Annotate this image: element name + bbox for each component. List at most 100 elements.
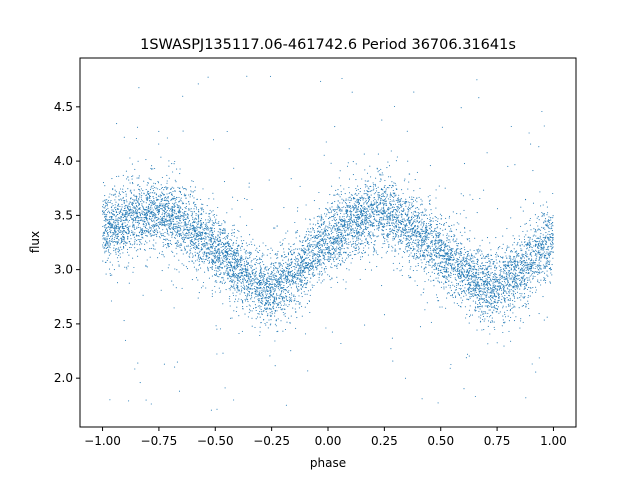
data-point	[524, 302, 526, 305]
data-point	[280, 281, 282, 283]
data-point	[341, 230, 343, 232]
data-point	[389, 231, 391, 233]
data-point	[318, 248, 320, 250]
data-point	[312, 245, 314, 248]
data-point	[363, 206, 365, 208]
data-point	[542, 264, 544, 266]
data-point	[237, 199, 239, 201]
data-point	[258, 281, 261, 283]
data-point	[404, 212, 406, 214]
data-point	[537, 279, 539, 281]
data-point	[466, 253, 469, 256]
data-point	[547, 263, 549, 265]
data-point	[369, 203, 371, 206]
data-point	[194, 244, 196, 246]
data-point	[345, 199, 347, 201]
data-point	[148, 177, 150, 179]
data-point	[164, 205, 166, 208]
data-point	[256, 278, 258, 280]
data-point	[454, 277, 456, 279]
data-point	[136, 177, 138, 179]
data-point	[420, 214, 423, 216]
data-point	[372, 200, 375, 202]
data-point	[494, 276, 496, 278]
data-point	[174, 237, 176, 239]
data-point	[258, 313, 260, 315]
data-point	[360, 256, 362, 258]
data-point	[185, 228, 187, 230]
data-point	[282, 311, 284, 314]
data-point	[185, 210, 187, 213]
data-point	[535, 257, 537, 259]
data-point	[542, 234, 544, 236]
data-point	[419, 254, 422, 256]
data-point	[524, 263, 526, 265]
data-point	[545, 257, 547, 259]
data-point	[368, 219, 370, 221]
data-point	[138, 220, 140, 222]
data-point	[341, 207, 343, 209]
data-point	[363, 211, 366, 213]
data-point	[517, 275, 519, 277]
data-point	[459, 254, 461, 256]
data-point	[500, 268, 502, 271]
data-point	[506, 247, 508, 249]
data-point	[276, 310, 278, 312]
data-point	[451, 295, 453, 297]
data-point	[180, 200, 182, 202]
data-point	[267, 327, 269, 329]
data-point	[106, 240, 108, 242]
data-point	[377, 254, 379, 256]
data-point	[240, 266, 242, 268]
data-point	[531, 249, 533, 251]
data-point	[137, 201, 139, 204]
data-point	[174, 236, 176, 238]
data-point	[492, 285, 494, 287]
data-point	[523, 236, 525, 238]
data-point	[254, 268, 256, 270]
data-point	[329, 207, 331, 209]
data-point	[163, 215, 166, 217]
data-point	[110, 212, 113, 214]
data-point	[528, 277, 530, 279]
data-point	[431, 266, 433, 268]
data-point	[205, 287, 207, 289]
data-point	[282, 330, 284, 332]
data-point	[132, 225, 134, 228]
data-point	[143, 232, 145, 234]
data-point	[454, 235, 456, 237]
data-point	[526, 248, 528, 250]
data-point	[404, 178, 406, 180]
data-point	[291, 270, 293, 273]
data-point	[262, 295, 264, 297]
data-point	[123, 238, 125, 240]
data-point	[512, 295, 514, 297]
data-point	[382, 219, 384, 221]
data-point	[504, 313, 506, 315]
data-point	[330, 263, 333, 265]
data-point	[222, 303, 224, 305]
data-point	[117, 241, 119, 243]
data-point	[394, 193, 396, 195]
data-point	[283, 274, 285, 276]
data-point	[210, 409, 212, 411]
data-point	[231, 267, 233, 269]
data-point	[231, 257, 233, 259]
data-point	[502, 331, 504, 334]
data-point	[471, 255, 473, 257]
data-point	[470, 265, 472, 267]
data-point	[125, 195, 127, 197]
data-point	[200, 231, 202, 233]
data-point	[466, 298, 468, 300]
data-point	[266, 280, 268, 282]
data-point	[328, 246, 330, 248]
data-point	[125, 193, 127, 195]
data-point	[336, 267, 338, 269]
data-point	[289, 322, 291, 324]
data-point	[313, 244, 315, 246]
data-point	[139, 226, 141, 228]
data-point	[498, 299, 500, 301]
data-point	[317, 227, 319, 230]
data-point	[296, 261, 298, 263]
data-point	[425, 236, 427, 238]
